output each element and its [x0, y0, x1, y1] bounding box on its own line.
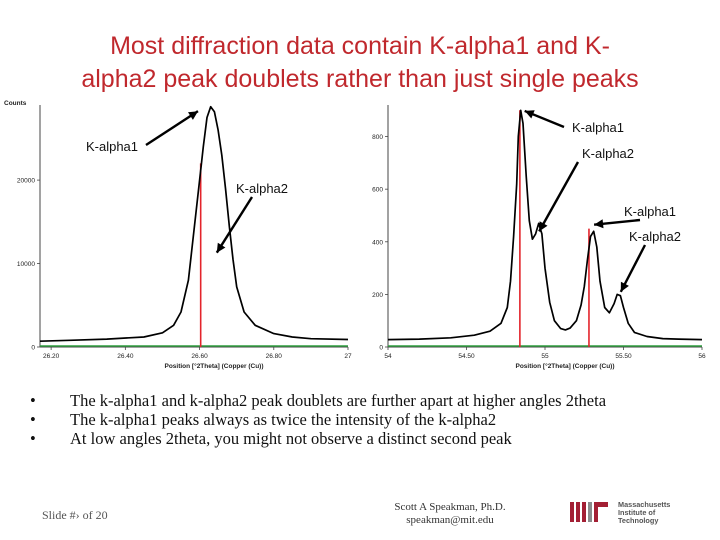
slide-title-line-2: alpha2 peak doublets rather than just si… — [81, 65, 639, 93]
x-tick-label: 26.40 — [117, 353, 134, 360]
callout-arrowhead — [524, 110, 535, 119]
x-tick-label: 54 — [384, 353, 392, 360]
mit-logo-line-3: Technology — [618, 516, 659, 525]
diffraction-plots: 0 10000 20000 26.20 26.40 26.60 26.80 27 Positio… — [4, 100, 706, 370]
callout-arrow-line — [538, 161, 580, 232]
slide-title: Most diffraction data contain K-alpha1 a… — [20, 30, 700, 96]
author-email: speakman@mit.edu — [406, 514, 494, 526]
slide-title-line-1: Most diffraction data contain K-alpha1 a… — [110, 32, 610, 60]
diffraction-profile-line — [387, 109, 703, 341]
y-tick-label: 0 — [31, 345, 35, 352]
left-diffraction-chart: 0 10000 20000 26.20 26.40 26.60 26.80 27 Positio… — [4, 100, 352, 370]
x-tick-label: 55.50 — [615, 353, 632, 360]
callout-arrowhead — [188, 111, 198, 120]
bullet-item: At low angles 2theta, you might not obse… — [30, 430, 690, 449]
mit-logo-mark — [570, 502, 608, 522]
callout-arrowhead — [594, 219, 604, 229]
y-tick-label: 0 — [379, 345, 383, 352]
mit-logo-line-1: Massachusetts — [618, 500, 670, 509]
author-credit: Scott A Speakman, Ph.D. speakman@mit.edu — [360, 501, 540, 527]
slide-number: Slide #› of 20 — [42, 508, 108, 522]
bullet-item: The k-alpha1 peaks always as twice the i… — [30, 411, 690, 430]
y-tick-label: 10000 — [17, 261, 35, 268]
x-tick-label: 27 — [344, 353, 352, 360]
bullet-item: The k-alpha1 and k-alpha2 peak doublets … — [30, 392, 690, 411]
peak-callout-label: K-alpha2 — [582, 146, 634, 161]
x-tick-label: 26.80 — [266, 353, 283, 360]
callout-arrowhead — [216, 242, 226, 253]
x-tick-label: 26.20 — [43, 353, 60, 360]
peak-callout-label: K-alpha2 — [236, 181, 288, 196]
y-tick-label: 20000 — [17, 178, 35, 185]
callout-arrow-line — [215, 196, 254, 254]
peak-callout-label: K-alpha2 — [629, 229, 681, 244]
right-diffraction-chart: 0 200 400 600 800 54 54.50 55 55.50 56 Position [°… — [372, 105, 706, 370]
y-tick-label: 800 — [372, 134, 383, 141]
bullet-list: The k-alpha1 and k-alpha2 peak doublets … — [30, 392, 690, 449]
x-tick-label: 55 — [541, 353, 549, 360]
callout-arrow-line — [145, 110, 199, 147]
peak-callouts: K-alpha1 K-alpha2 K-alpha1 K-alpha2 K-alpha1… — [86, 109, 681, 293]
callout-arrowhead — [539, 221, 548, 232]
y-tick-label: 600 — [372, 187, 383, 194]
x-tick-label: 26.60 — [191, 353, 208, 360]
y-tick-label: 200 — [372, 292, 383, 299]
mit-logo: Massachusetts Institute of Technology — [570, 500, 670, 525]
mit-logo-line-2: Institute of — [618, 508, 656, 517]
x-axis-label: Position [°2Theta] (Copper (Cu)) — [515, 362, 614, 370]
x-tick-label: 56 — [698, 353, 706, 360]
y-axis-label: Counts — [4, 100, 27, 107]
author-name: Scott A Speakman, Ph.D. — [394, 501, 506, 513]
y-tick-label: 400 — [372, 239, 383, 246]
x-tick-label: 54.50 — [458, 353, 475, 360]
peak-callout-label: K-alpha1 — [624, 204, 676, 219]
x-axis-label: Position [°2Theta] (Copper (Cu)) — [164, 362, 263, 370]
peak-callout-label: K-alpha1 — [572, 120, 624, 135]
diffraction-profile-line — [39, 105, 349, 343]
callout-arrowhead — [620, 281, 629, 292]
peak-callout-label: K-alpha1 — [86, 139, 138, 154]
